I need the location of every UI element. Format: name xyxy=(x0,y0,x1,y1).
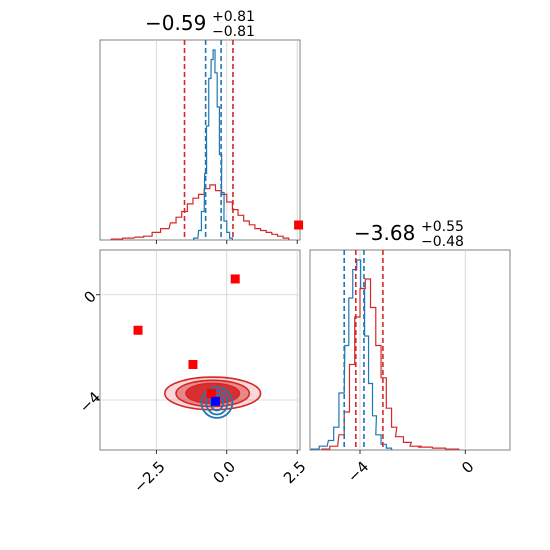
red-marker-0 xyxy=(133,325,143,335)
marginal-1-blue-hist xyxy=(310,259,393,450)
marginal-0-axes xyxy=(99,39,301,241)
title-param-1: −3.68 +0.55 −0.48 xyxy=(354,219,464,250)
title-0-plus: +0.81 xyxy=(212,9,255,25)
title-1-plus: +0.55 xyxy=(421,219,464,235)
joint-axes xyxy=(99,249,301,451)
title-1-minus: −0.48 xyxy=(421,234,464,250)
joint-xtick-label-1: 0.0 xyxy=(210,458,240,488)
red-marker-2 xyxy=(230,274,240,284)
joint-ytick-label-1: 0 xyxy=(80,287,99,306)
title-0-median: −0.59 xyxy=(145,11,206,35)
blue-contour-2 xyxy=(209,393,224,412)
m1-xtick-label-1: 0 xyxy=(458,458,477,477)
marginal-1-axes xyxy=(309,249,511,451)
blue-marker-0 xyxy=(210,396,220,406)
red-marker-1 xyxy=(188,359,198,369)
red-marker-3 xyxy=(294,220,304,230)
marginal-0-blue-hist xyxy=(193,49,233,240)
title-0-minus: −0.81 xyxy=(212,24,255,40)
joint-xtick-label-0: −2.5 xyxy=(130,458,168,496)
marginal-0-red-hist xyxy=(110,184,290,240)
joint-xtick-label-2: 2.5 xyxy=(280,458,310,488)
grid-layer xyxy=(100,40,466,450)
title-param-0: −0.59 +0.81 −0.81 xyxy=(145,9,255,40)
red-marker-4 xyxy=(206,388,216,398)
m1-xtick-label-0: −4 xyxy=(344,458,372,486)
marginal-1-red-hist xyxy=(321,278,460,450)
blue-contour-0 xyxy=(200,386,234,419)
title-1-median: −3.68 xyxy=(354,221,415,245)
joint-layer xyxy=(133,220,304,419)
blue-contour-1 xyxy=(205,389,229,416)
histogram-layer xyxy=(110,40,460,450)
